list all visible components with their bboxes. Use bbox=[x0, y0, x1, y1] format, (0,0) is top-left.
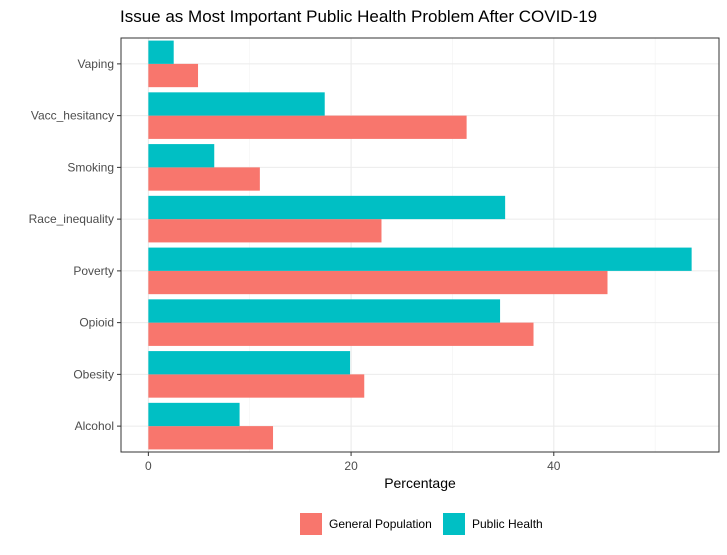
bar-general-population-vaping bbox=[148, 63, 199, 88]
legend-label-public-health: Public Health bbox=[472, 517, 543, 531]
y-tick-label: Vacc_hesitancy bbox=[31, 109, 114, 123]
x-axis: 0 20 40 bbox=[145, 452, 561, 473]
legend: General Population Public Health bbox=[300, 513, 543, 535]
legend-key-general-population bbox=[300, 513, 322, 535]
bar-public-health-vaping bbox=[148, 40, 174, 64]
y-tick-label: Obesity bbox=[73, 367, 114, 381]
bar-public-health-vacc-hesitancy bbox=[148, 92, 325, 116]
bar-general-population-smoking bbox=[148, 167, 260, 191]
chart-title: Issue as Most Important Public Health Pr… bbox=[120, 7, 597, 26]
y-tick-label: Race_inequality bbox=[29, 212, 114, 226]
legend-label-general-population: General Population bbox=[329, 517, 432, 531]
bar-public-health-obesity bbox=[148, 351, 351, 375]
bar-public-health-race-inequality bbox=[148, 195, 506, 220]
bars bbox=[148, 40, 692, 450]
bar-public-health-alcohol bbox=[148, 402, 240, 427]
bar-general-population-poverty bbox=[148, 270, 608, 295]
y-tick-label: Smoking bbox=[67, 160, 114, 174]
bar-public-health-opioid bbox=[148, 299, 501, 323]
bar-general-population-vacc-hesitancy bbox=[148, 115, 467, 139]
x-axis-title: Percentage bbox=[384, 475, 456, 491]
legend-key-public-health bbox=[443, 513, 465, 535]
y-tick-label: Poverty bbox=[73, 264, 114, 278]
plot-border bbox=[120, 37, 720, 453]
bar-general-population-race-inequality bbox=[148, 219, 382, 243]
bar-general-population-opioid bbox=[148, 322, 534, 346]
x-tick-label: 0 bbox=[145, 459, 152, 473]
y-tick-label: Opioid bbox=[79, 316, 114, 330]
y-tick-label: Alcohol bbox=[75, 419, 114, 433]
bar-general-population-obesity bbox=[148, 374, 365, 398]
y-tick-label: Vaping bbox=[78, 57, 114, 71]
y-axis: Alcohol Obesity Opioid Poverty Race_inequali… bbox=[29, 57, 121, 433]
x-tick-label: 20 bbox=[344, 459, 358, 473]
bar-public-health-smoking bbox=[148, 144, 215, 168]
bar-public-health-poverty bbox=[148, 247, 692, 271]
bar-general-population-alcohol bbox=[148, 426, 274, 450]
x-tick-label: 40 bbox=[547, 459, 561, 473]
